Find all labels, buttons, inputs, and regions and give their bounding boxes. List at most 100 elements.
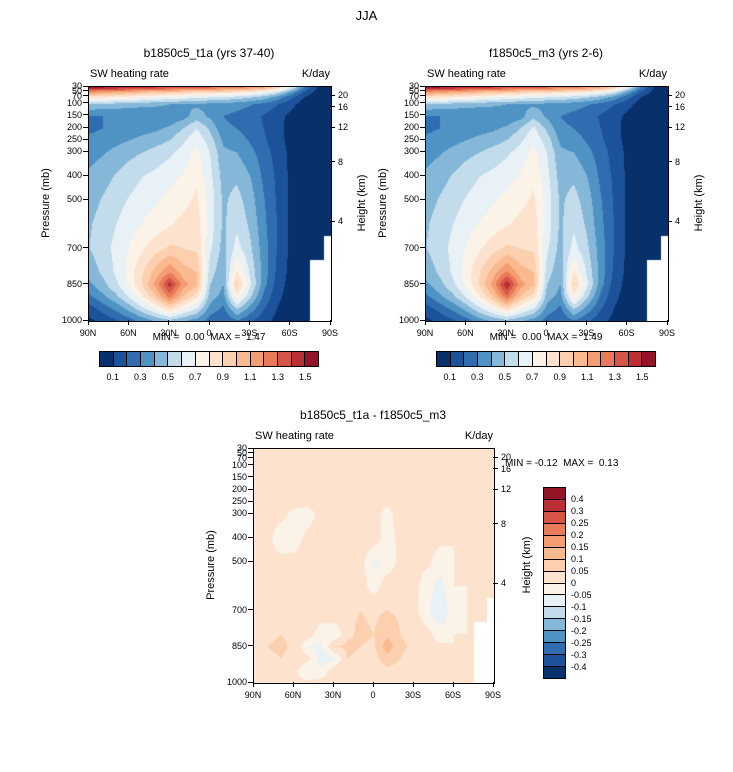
axis-tick: [330, 94, 335, 96]
pressure-tick-label: 200: [231, 484, 247, 494]
axis-tick: [420, 319, 425, 321]
axis-tick: [329, 320, 331, 325]
colorbar-cell: [545, 351, 561, 367]
contour-plot-right: 30 50 70 100 150 200 250 300 400 500 700 850 1000 20 1…: [399, 81, 685, 338]
pressure-tick-label: 30: [408, 81, 419, 91]
axis-tick: [330, 220, 335, 222]
axis-tick: [208, 320, 210, 325]
axis-tick: [83, 198, 88, 200]
axis-tick: [127, 320, 129, 325]
x-tick-label: 90N: [244, 690, 262, 700]
pressure-tick-label: 850: [231, 640, 247, 651]
axis-tick: [168, 320, 170, 325]
colorbar-cell: [112, 351, 128, 367]
colorbar-cell: [436, 351, 451, 367]
axis-tick: [248, 500, 253, 502]
minmax-label: MIN = 0.00 MAX = 1.49: [489, 332, 603, 343]
x-tick-label: 90S: [484, 690, 501, 700]
axis-tick: [248, 488, 253, 490]
axis-tick: [248, 645, 253, 647]
pressure-tick-label: 100: [66, 97, 82, 108]
axis-tick: [248, 476, 253, 478]
colorbar-tick-label: 0.5: [161, 372, 174, 382]
field-label: SW heating rate: [255, 430, 334, 442]
pressure-tick-label: 70: [236, 452, 247, 463]
minmax-label: MIN = 0.00 MAX = 1.47: [152, 332, 266, 343]
colorbar-tick-label: 1.1: [243, 372, 257, 382]
x-tick-label: 60N: [457, 328, 474, 338]
colorbar-tick-label: -0.2: [571, 626, 587, 636]
colorbar-tick-label: 0.1: [443, 372, 456, 382]
axis-tick: [248, 447, 253, 449]
axis-tick: [420, 102, 425, 104]
axis-tick: [248, 536, 253, 538]
colorbar-cell: [627, 351, 643, 367]
colorbar-tick-label: -0.1: [571, 602, 587, 612]
axis-tick: [292, 682, 294, 687]
colorbar-tick-label: 0.05: [571, 566, 589, 576]
axis-tick: [420, 150, 425, 152]
pressure-tick-label: 500: [403, 194, 419, 205]
colorbar-tick-label: 0: [571, 578, 577, 588]
axis-tick: [83, 319, 88, 321]
colorbar-cell: [181, 351, 196, 367]
colorbar-cell: [249, 351, 265, 367]
colorbar-tick-label: 0.5: [498, 372, 511, 382]
units-label: K/day: [464, 430, 493, 442]
axis-tick: [412, 682, 414, 687]
axis-tick: [83, 126, 88, 128]
height-tick-label: 16: [501, 463, 512, 474]
pressure-tick-label: 850: [66, 278, 82, 289]
colorbar-right: 0.1 0.3 0.5 0.7 0.9 1.1 1.3 1.5: [436, 351, 656, 382]
colorbar-tick-label: 0.1: [571, 554, 584, 564]
height-tick-label: 12: [675, 122, 686, 133]
colorbar-tick-label: 0.7: [525, 372, 539, 382]
colorbar-tick-label: 0.9: [216, 372, 229, 382]
height-tick-label: 4: [675, 216, 681, 227]
contour-canvas: [253, 448, 495, 684]
axis-tick: [667, 220, 672, 222]
pressure-tick-label: 500: [231, 556, 247, 567]
height-tick-label: 20: [675, 90, 686, 101]
colorbar-tick-label: -0.3: [571, 650, 587, 660]
axis-tick: [330, 126, 335, 128]
colorbar-tick-label: 1.5: [635, 372, 649, 382]
colorbar-cell: [304, 351, 319, 367]
colorbar-cell: [222, 351, 237, 367]
contour-plot-diff: 30 50 70 100 150 200 250 300 400 500 700 850 1000 20 1…: [227, 443, 511, 700]
colorbar-tick-label: 1.3: [608, 372, 621, 382]
colorbar-cell: [531, 351, 547, 367]
pressure-tick-label: 500: [66, 194, 82, 205]
axis-tick: [248, 609, 253, 611]
axis-tick: [420, 174, 425, 176]
axis-tick: [493, 468, 498, 470]
pressure-tick-label: 250: [403, 134, 419, 145]
colorbar-cell: [99, 351, 114, 367]
axis-tick: [505, 320, 507, 325]
pressure-tick-label: 200: [403, 122, 419, 132]
colorbar-cell: [586, 351, 602, 367]
contour-plot-left: 30 50 70 100 150 200 250 300 400 500 700 850 1000 20 1…: [62, 81, 348, 338]
height-tick-label: 4: [338, 216, 344, 227]
pressure-tick-label: 400: [66, 170, 82, 181]
x-tick-label: 30N: [497, 328, 514, 338]
pressure-tick-label: 50: [71, 85, 82, 96]
pressure-tick-label: 150: [231, 471, 247, 482]
axis-tick: [452, 682, 454, 687]
axis-tick: [666, 320, 668, 325]
colorbar-cell: [490, 351, 506, 367]
x-tick-label: 30S: [578, 328, 595, 338]
axis-tick: [420, 114, 425, 116]
pressure-tick-label: 300: [66, 146, 82, 157]
axis-tick: [248, 452, 253, 454]
axis-tick: [87, 320, 89, 325]
axis-tick: [420, 90, 425, 92]
axis-tick: [83, 150, 88, 152]
pressure-tick-label: 30: [236, 443, 247, 453]
x-tick-label: 60S: [281, 328, 298, 338]
axis-tick: [420, 95, 425, 97]
pressure-tick-label: 150: [403, 109, 419, 120]
axis-tick: [83, 95, 88, 97]
pressure-tick-label: 300: [403, 146, 419, 157]
